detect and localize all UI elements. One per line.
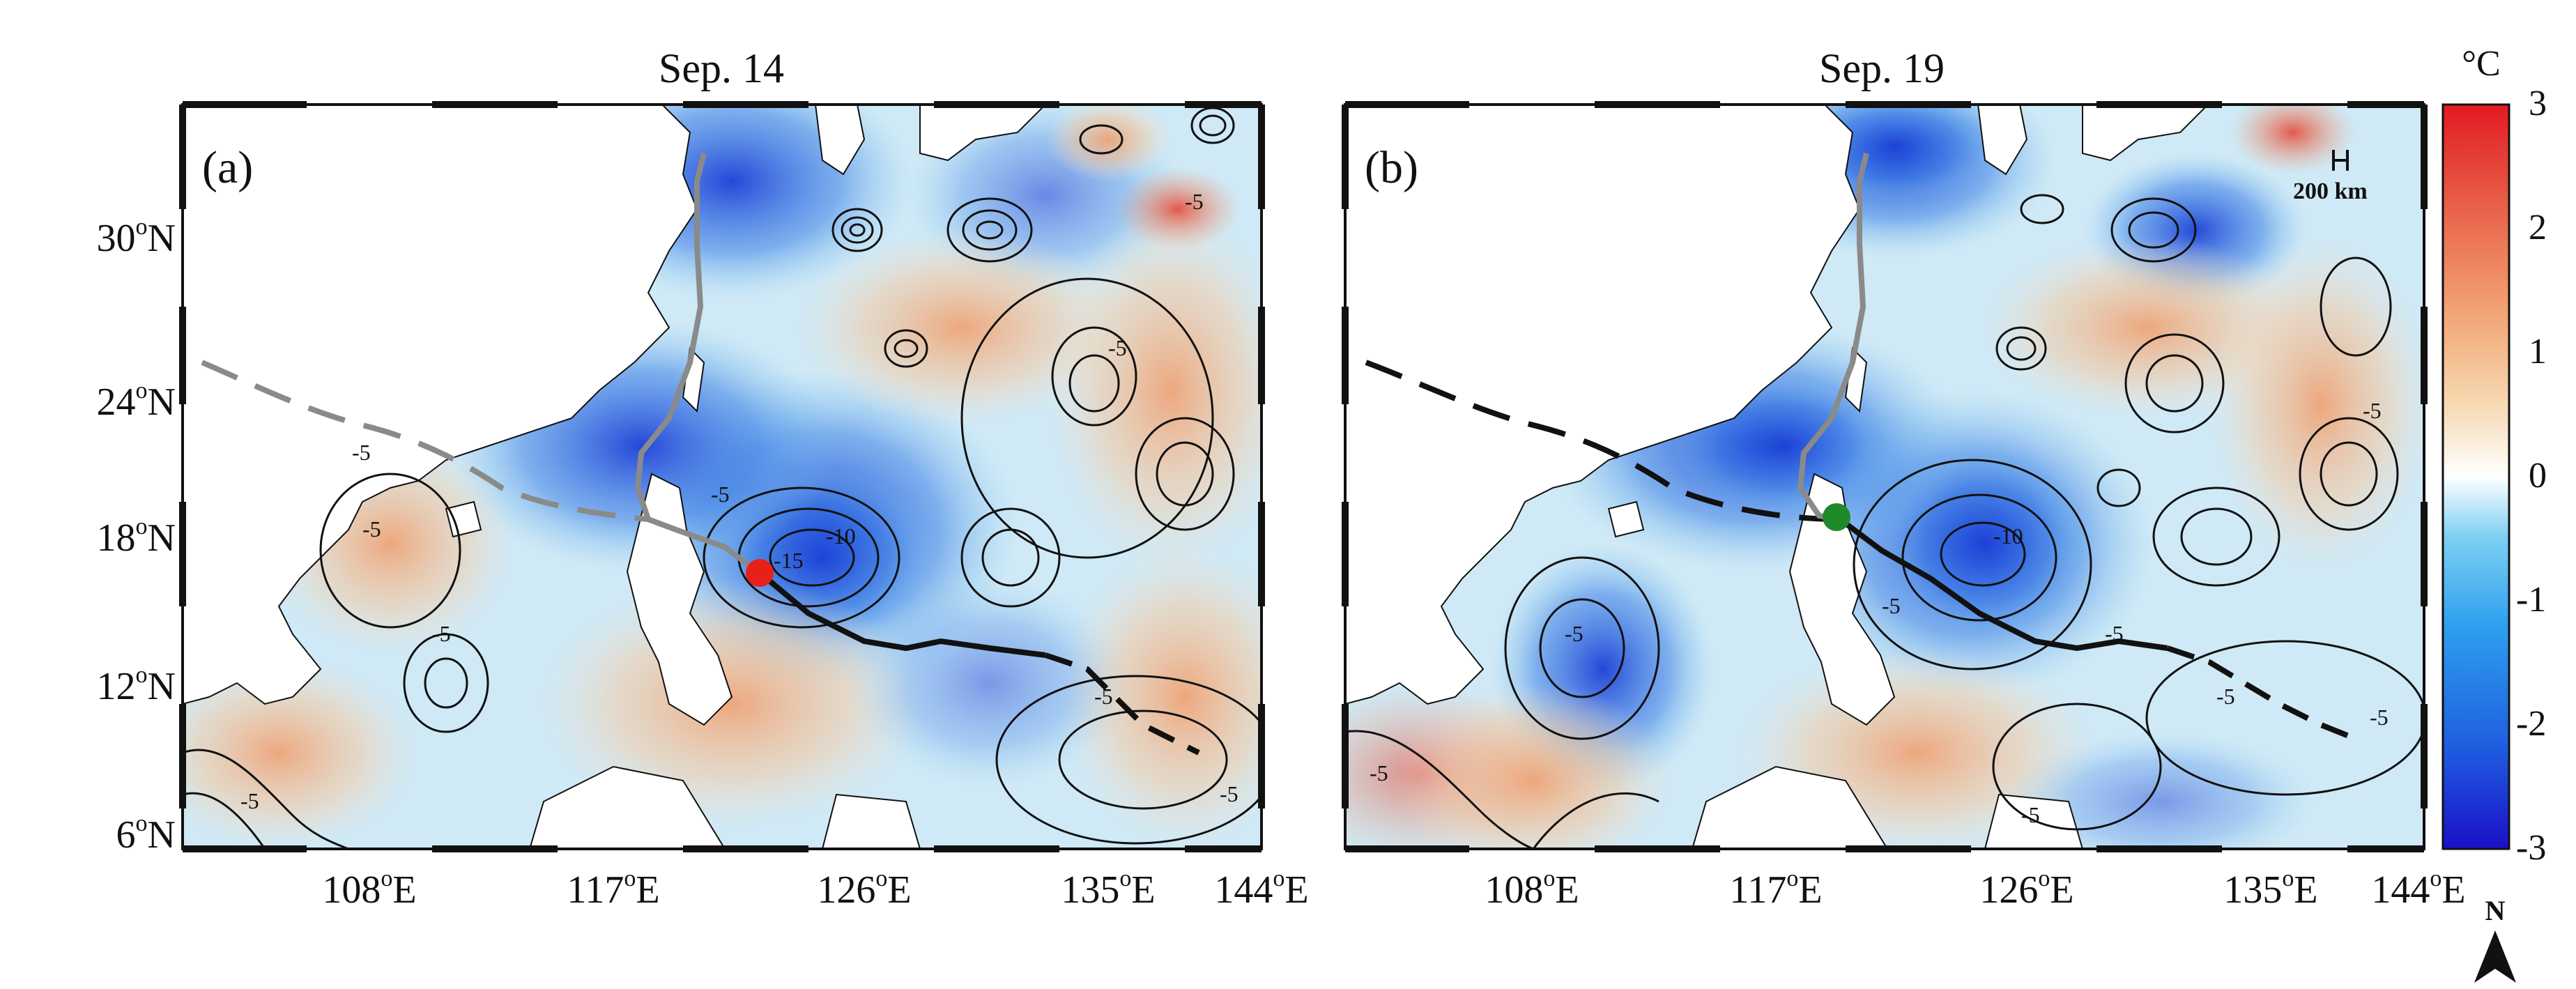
x-tick-label: 126oE [817, 866, 911, 912]
contour-label: -5 [2105, 621, 2124, 646]
colorbar-tick: 2 [2529, 208, 2547, 247]
contour-label: -5 [1108, 335, 1127, 360]
panel-a-frame-ticks [179, 101, 1265, 852]
contour-label: -5 [240, 788, 259, 813]
panel-b-label: (b) [1365, 142, 1418, 193]
x-tick-label: 126oE [1979, 866, 2073, 912]
panel-a-label: (a) [202, 142, 253, 193]
x-tick-label: 144oE [2371, 866, 2465, 912]
colorbar-unit: °C [2462, 44, 2500, 84]
panel-b: Sep. 19 [1342, 45, 2428, 852]
colorbar-tick: -3 [2516, 828, 2546, 868]
contour-label: -5 [711, 482, 730, 507]
panel-b-frame-ticks [1342, 101, 2428, 852]
scale-bar-label: 200 km [2293, 178, 2368, 204]
north-arrow-label: N [2485, 895, 2506, 926]
contour-label: -5 [1185, 189, 1204, 214]
panel-a-map: -5 -5 -5 -5 -5 -5 -10 -15 -5 -5 -5 (a) [183, 105, 1262, 849]
x-tick-label: 135oE [2223, 866, 2317, 912]
x-axis-labels-b: 108oE 117oE 126oE 135oE 144oE [1485, 866, 2465, 912]
colorbar-tick: 3 [2529, 84, 2547, 123]
contour-label: -5 [1220, 781, 1239, 806]
contour-label: -5 [1882, 593, 1901, 618]
contour-label: -5 [1370, 760, 1388, 785]
contour-label: -5 [352, 440, 371, 465]
y-tick-label: 24oN [97, 378, 176, 424]
panel-a-position-marker [746, 559, 774, 587]
x-tick-label: 144oE [1214, 866, 1308, 912]
y-tick-label: 18oN [97, 514, 176, 560]
contour-label: -10 [826, 523, 856, 549]
x-tick-label: 108oE [322, 866, 416, 912]
scale-bar: 200 km [2293, 150, 2368, 204]
contour-label: -15 [774, 548, 804, 573]
y-tick-label: 12oN [97, 662, 176, 708]
y-tick-label: 6oN [116, 811, 176, 857]
x-tick-label: 117oE [1729, 866, 1822, 912]
contour-label: -5 [362, 516, 381, 542]
colorbar-tick: -1 [2516, 580, 2546, 620]
contour-label: -5 [1094, 684, 1113, 709]
panel-b-position-marker [1823, 503, 1850, 531]
colorbar-tick: -2 [2516, 704, 2546, 744]
colorbar-tick: 1 [2529, 332, 2547, 371]
contour-label: -5 [2363, 398, 2382, 423]
panel-b-contour-labels: -5 -5 -10 -5 -5 -5 -5 -5 -5 [1370, 398, 2389, 827]
panel-a-contour-labels: -5 -5 -5 -5 -5 -5 -10 -15 -5 -5 -5 [240, 189, 1239, 813]
x-tick-label: 108oE [1485, 866, 1579, 912]
y-tick-label: 30oN [97, 214, 176, 260]
contour-label: -5 [2021, 802, 2040, 827]
panel-b-contours [1345, 194, 2424, 849]
x-tick-label: 117oE [567, 866, 659, 912]
contour-label: -5 [1565, 621, 1584, 646]
contour-label: -5 [432, 621, 451, 646]
x-tick-label: 135oE [1061, 866, 1155, 912]
north-arrow-icon [2474, 930, 2516, 983]
contour-label: -10 [1993, 523, 2023, 549]
colorbar: °C 3 2 1 0 -1 -2 -3 [2441, 44, 2547, 868]
panel-b-map: -5 -5 -10 -5 -5 -5 -5 -5 -5 (b) 200 km [1345, 105, 2424, 849]
contour-label: -5 [2370, 705, 2389, 730]
colorbar-ticks: 3 2 1 0 -1 -2 -3 [2516, 84, 2547, 868]
panel-a: Sep. 14 [179, 45, 1265, 852]
y-axis-labels: 30oN 24oN 18oN 12oN 6oN [97, 214, 176, 857]
panel-a-title: Sep. 14 [659, 45, 784, 91]
contour-label: -5 [2216, 684, 2235, 709]
panel-b-title: Sep. 19 [1819, 45, 1945, 91]
colorbar-tick: 0 [2529, 456, 2547, 496]
colorbar-gradient [2441, 103, 2510, 850]
north-arrow: N [2474, 895, 2516, 983]
x-axis-labels-a: 108oE 117oE 126oE 135oE 144oE [322, 866, 1308, 912]
